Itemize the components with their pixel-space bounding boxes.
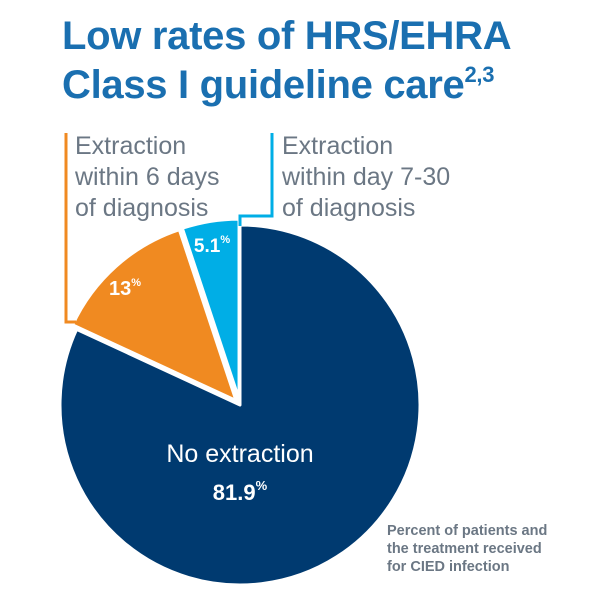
pie-slice	[58, 223, 422, 587]
callout-line: Extraction	[282, 132, 394, 160]
callout-line: of diagnosis	[282, 194, 416, 222]
callout-connector-line	[64, 133, 76, 324]
callout-line: of diagnosis	[75, 194, 209, 222]
chart-title-text: Low rates of HRS/EHRA Class I guideline …	[62, 14, 510, 107]
chart-title: Low rates of HRS/EHRA Class I guideline …	[62, 12, 582, 110]
callout-connector-line	[238, 133, 274, 226]
slice-value-label: 13%	[109, 277, 141, 300]
slice-value-label: 5.1%	[194, 234, 230, 257]
callout-extraction-7-30-days: Extraction within day 7-30 of diagnosis	[282, 131, 450, 224]
chart-footnote: Percent of patients and the treatment re…	[387, 522, 592, 576]
footnote-line: for CIED infection	[387, 559, 510, 575]
slice-category-label: No extraction	[166, 440, 313, 468]
slice-value-label: 81.9%	[213, 478, 268, 505]
callout-extraction-6-days: Extraction within 6 days of diagnosis	[75, 131, 220, 224]
callout-line: within 6 days	[75, 163, 220, 191]
title-superscript: 2,3	[464, 62, 495, 87]
callout-line: within day 7-30	[282, 163, 451, 191]
pie-slice	[71, 228, 238, 403]
footnote-line: the treatment received	[387, 541, 542, 557]
callout-line: Extraction	[75, 132, 187, 160]
footnote-line: Percent of patients and	[387, 523, 548, 539]
